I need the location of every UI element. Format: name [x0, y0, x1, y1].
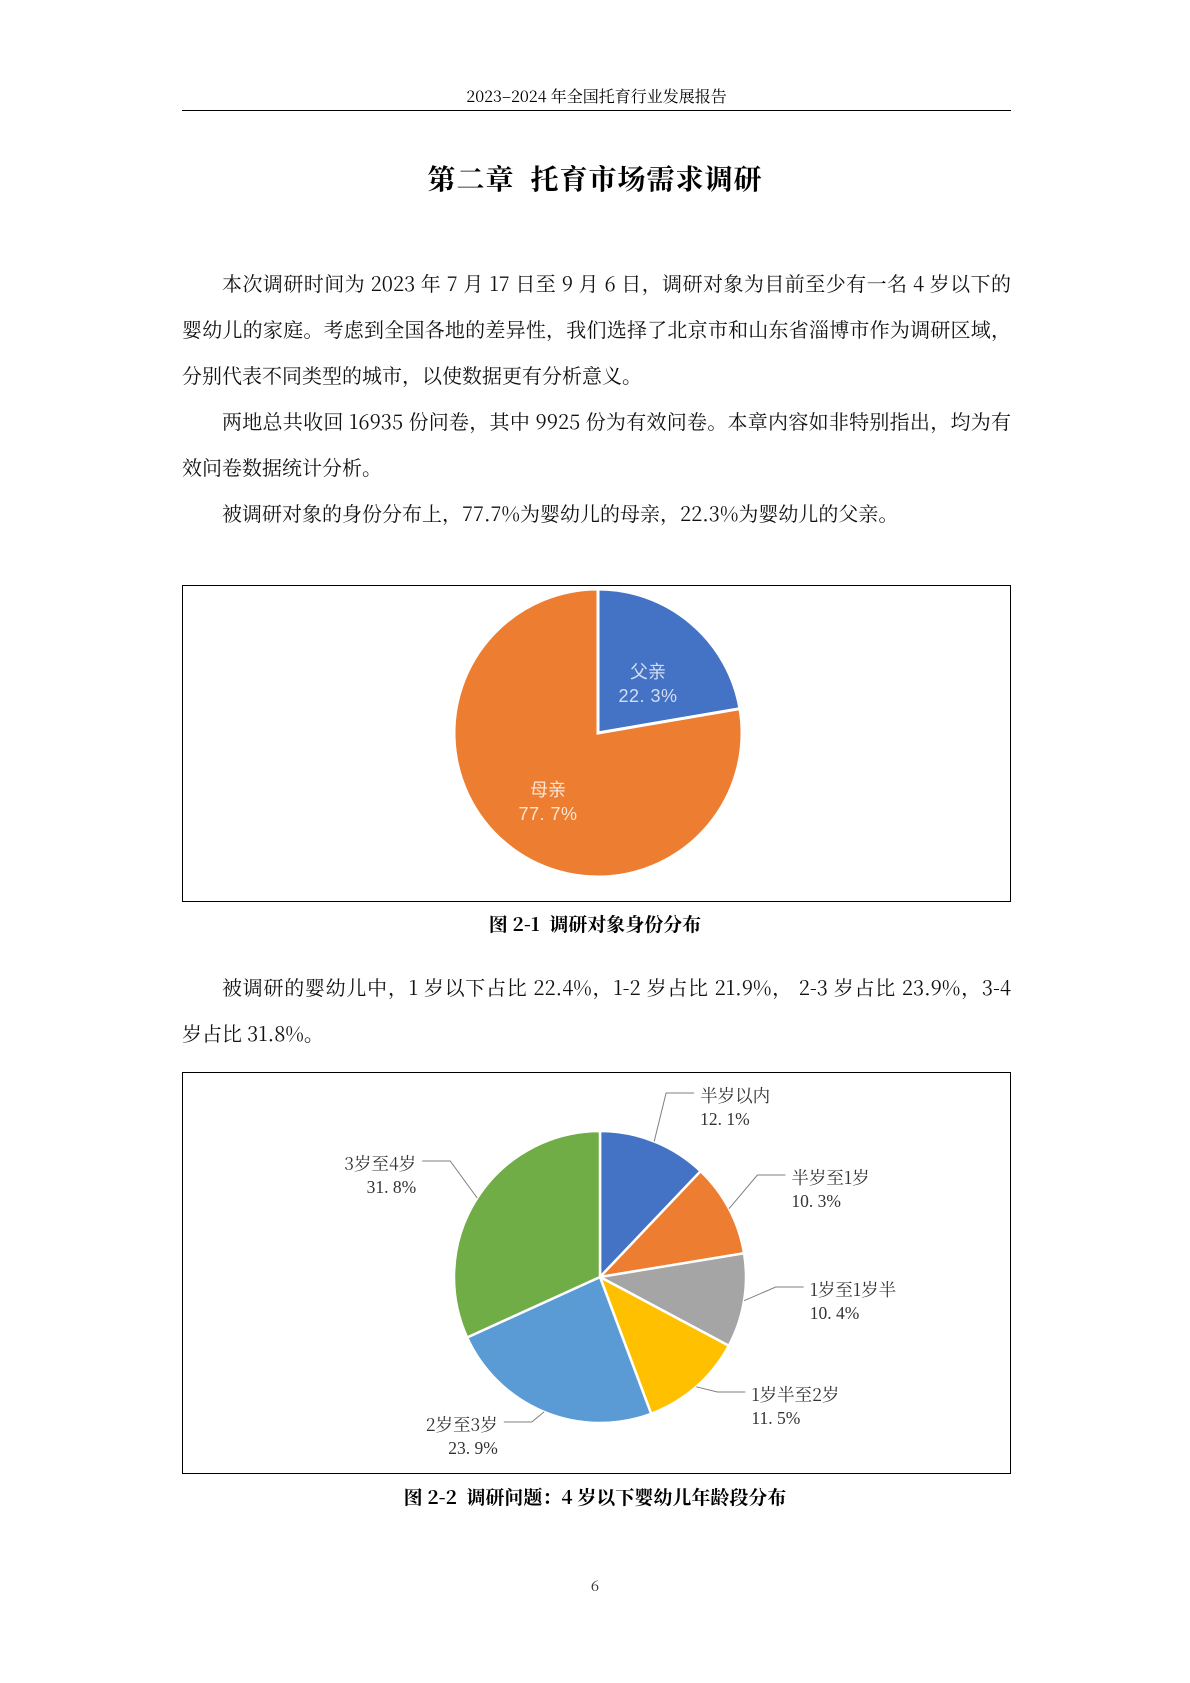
svg-text:3岁至4岁: 3岁至4岁 — [344, 1151, 416, 1176]
svg-text:10. 3%: 10. 3% — [791, 1191, 841, 1211]
svg-text:半岁以内: 半岁以内 — [700, 1083, 770, 1108]
svg-text:母亲: 母亲 — [530, 776, 566, 802]
svg-text:11. 5%: 11. 5% — [751, 1408, 800, 1428]
svg-text:77. 7%: 77. 7% — [518, 804, 577, 824]
svg-text:1岁至1岁半: 1岁至1岁半 — [810, 1277, 897, 1302]
svg-text:10. 4%: 10. 4% — [810, 1303, 860, 1323]
svg-text:12. 1%: 12. 1% — [700, 1109, 750, 1129]
svg-text:父亲: 父亲 — [630, 658, 666, 684]
svg-text:1岁半至2岁: 1岁半至2岁 — [751, 1382, 839, 1407]
svg-text:22. 3%: 22. 3% — [618, 686, 677, 706]
svg-text:2岁至3岁: 2岁至3岁 — [426, 1412, 498, 1437]
svg-text:23. 9%: 23. 9% — [448, 1438, 498, 1458]
svg-text:半岁至1岁: 半岁至1岁 — [791, 1165, 869, 1190]
svg-text:31. 8%: 31. 8% — [367, 1177, 417, 1197]
